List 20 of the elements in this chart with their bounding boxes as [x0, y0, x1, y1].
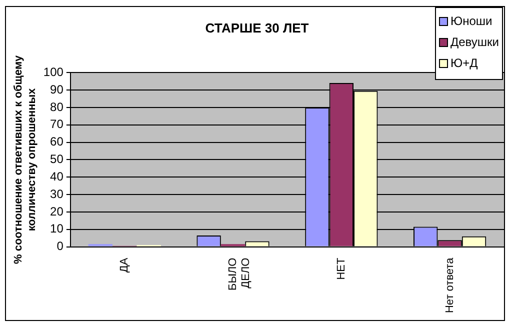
- y-tick-label: 100: [43, 64, 64, 79]
- y-tick-label: 30: [50, 186, 64, 201]
- legend-label: Девушки: [450, 35, 499, 49]
- y-tick-label: 80: [50, 100, 64, 114]
- x-tick-label: БЫЛО ДЕЛО: [227, 257, 252, 291]
- y-tick-label: 40: [50, 169, 64, 184]
- y-tick-label: 50: [50, 152, 64, 166]
- y-tick-label: 0: [56, 239, 64, 254]
- x-tick-label: ДА: [118, 257, 131, 273]
- y-tick-label: 70: [50, 117, 64, 132]
- y-axis-title: % соотношение ответивших к общему колличеству опрошенных: [12, 54, 38, 264]
- legend-label: Ю+Д: [450, 56, 478, 70]
- y-tick-label: 10: [50, 222, 64, 236]
- y-tick-label: 60: [50, 134, 64, 149]
- y-tick-label: 90: [50, 82, 64, 96]
- x-tick-label: Нет ответа: [444, 256, 456, 314]
- y-tick-label: 20: [50, 204, 64, 218]
- x-tick-label: НЕТ: [335, 258, 348, 280]
- chart-title: СТАРШЕ 30 ЛЕТ: [205, 20, 309, 36]
- legend-label: Юноши: [450, 14, 492, 28]
